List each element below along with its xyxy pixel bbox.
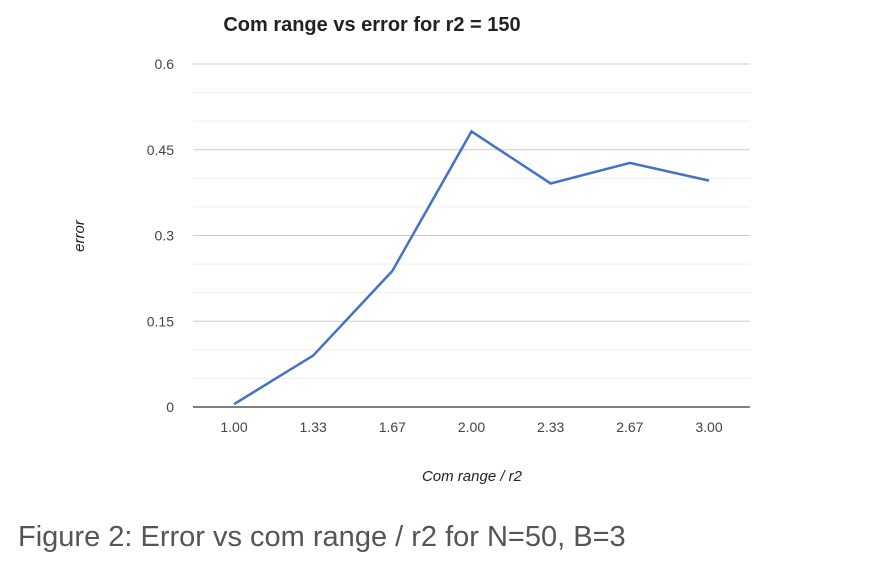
series-group	[233, 129, 710, 406]
gridlines	[193, 63, 750, 379]
y-tick-label: 0	[166, 399, 174, 415]
y-tick-labels: 0 0.15 0.3 0.45 0.6	[147, 56, 174, 415]
figure-caption: Figure 2: Error vs com range / r2 for N=…	[18, 521, 626, 553]
x-tick-label: 2.00	[458, 419, 485, 435]
y-tick-label: 0.15	[147, 313, 174, 329]
series-line	[233, 129, 710, 406]
x-axis-label: Com range / r2	[422, 468, 523, 485]
x-tick-label: 1.67	[379, 419, 406, 435]
y-tick-label: 0.3	[155, 228, 175, 244]
y-tick-label: 0.45	[147, 142, 174, 158]
y-axis-label: error	[71, 219, 88, 252]
x-tick-label: 1.33	[300, 419, 327, 435]
x-tick-labels: 1.00 1.33 1.67 2.00 2.33 2.67 3.00	[220, 419, 722, 435]
y-tick-label: 0.6	[155, 56, 175, 72]
x-tick-label: 2.33	[537, 419, 564, 435]
line-chart: Com range vs error for r2 = 150 0 0.15 0.3…	[71, 14, 750, 485]
x-tick-label: 3.00	[695, 419, 722, 435]
x-tick-label: 1.00	[220, 419, 247, 435]
chart-title: Com range vs error for r2 = 150	[223, 14, 520, 36]
x-tick-label: 2.67	[616, 419, 643, 435]
